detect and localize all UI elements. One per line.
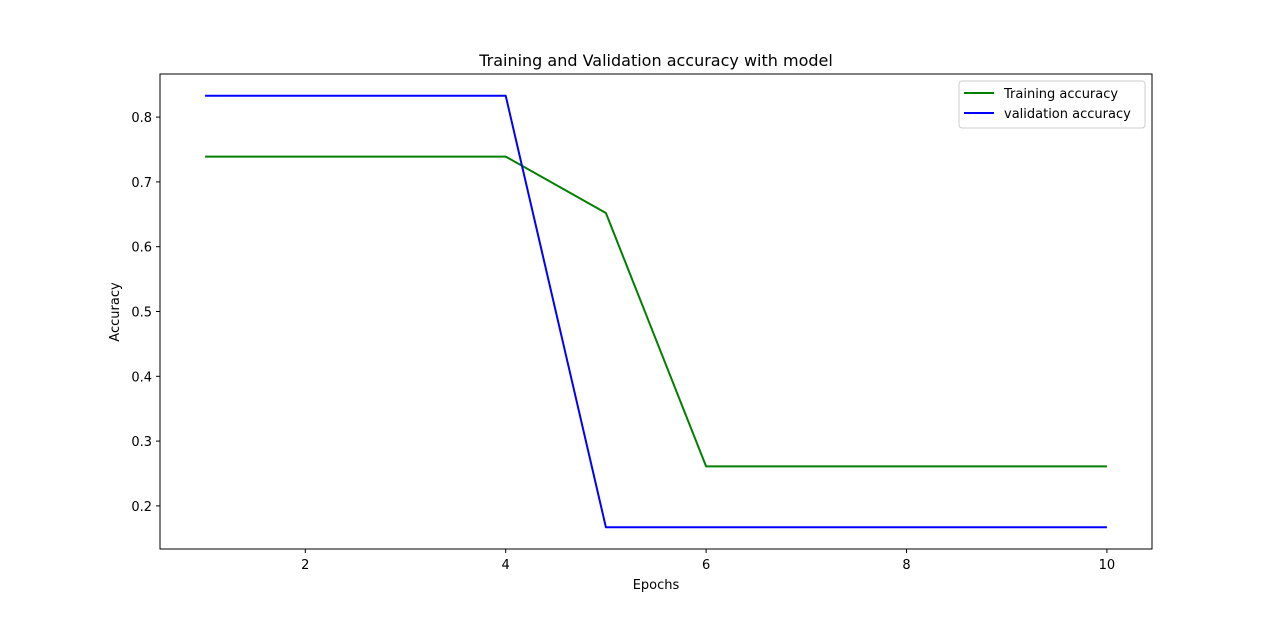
x-tick-label: 4 (502, 558, 510, 573)
y-axis-label: Accuracy (108, 282, 123, 342)
y-tick-label: 0.3 (131, 435, 152, 450)
legend-label-validation: validation accuracy (1004, 107, 1131, 122)
x-tick-label: 2 (301, 558, 309, 573)
x-tick-label: 8 (902, 558, 910, 573)
x-tick-label: 10 (1099, 558, 1116, 573)
x-axis: 2 4 6 8 10 (301, 549, 1115, 573)
x-axis-label: Epochs (633, 578, 680, 593)
y-tick-label: 0.4 (131, 370, 152, 385)
y-tick-label: 0.2 (131, 500, 152, 515)
training-accuracy-line (205, 155, 1107, 468)
y-tick-label: 0.6 (131, 241, 152, 256)
x-tick-label: 6 (702, 558, 710, 573)
series-layer (205, 94, 1107, 529)
y-tick-label: 0.7 (131, 176, 152, 191)
y-tick-label: 0.8 (131, 111, 152, 126)
y-axis: 0.2 0.3 0.4 0.5 0.6 0.7 0.8 (131, 111, 160, 515)
legend: Training accuracy validation accuracy (958, 80, 1146, 129)
legend-label-training: Training accuracy (1003, 87, 1118, 102)
legend-box (958, 80, 1146, 129)
validation-accuracy-line (205, 94, 1107, 529)
chart-title: Training and Validation accuracy with mo… (478, 51, 833, 70)
y-tick-label: 0.5 (131, 306, 152, 321)
